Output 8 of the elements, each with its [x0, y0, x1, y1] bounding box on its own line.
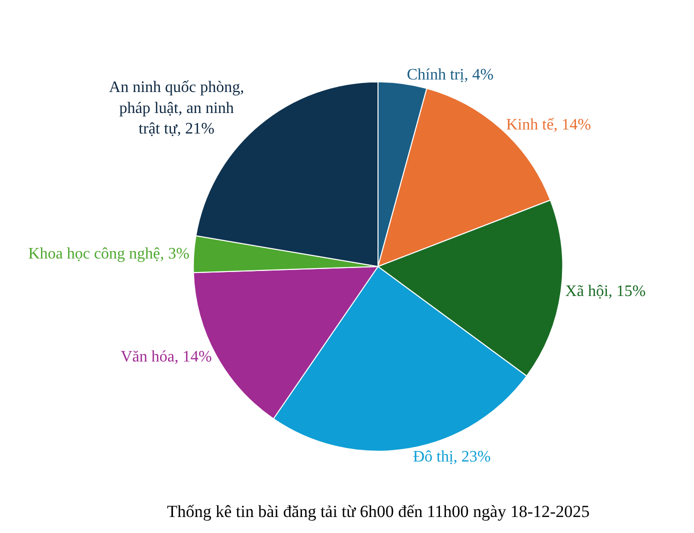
slice-label: Xã hội, 15% [565, 282, 646, 300]
slice-label: Chính trị, 4% [406, 66, 494, 84]
text: Thống kê tin bài đăng tải từ 6h00 đến 11h00 ngày 18-12-2025 [167, 502, 590, 521]
slice-label: Văn hóa, 14% [120, 348, 212, 366]
slice-label: Kinh tế, 14% [506, 116, 592, 134]
slice-label: Khoa học công nghệ, 3% [28, 246, 190, 263]
slice-label: An ninh quốc phòng, pháp luật, an ninh trật tự, 21% [109, 79, 244, 138]
slice-label: Đô thị, 23% [412, 448, 491, 466]
